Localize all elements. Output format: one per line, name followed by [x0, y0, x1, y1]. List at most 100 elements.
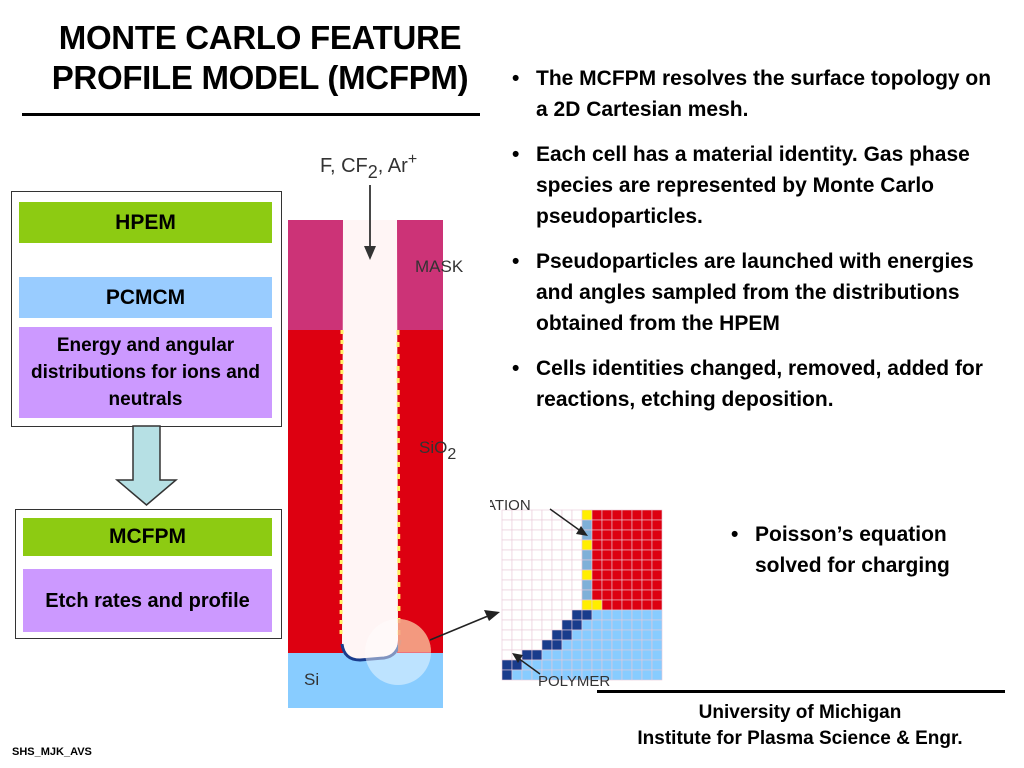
bullet-item: Cells identities changed, removed, added… — [508, 353, 1008, 415]
mesh-cell — [591, 609, 603, 621]
mesh-cell — [541, 619, 553, 631]
mesh-cell — [591, 519, 603, 531]
mesh-cell — [581, 629, 593, 641]
mesh-cell — [631, 589, 643, 601]
mesh-cell — [651, 649, 663, 661]
mesh-cell — [571, 639, 583, 651]
mesh-cell — [621, 509, 633, 521]
mesh-cell — [521, 529, 533, 541]
mesh-cell — [601, 539, 613, 551]
mesh-cell — [591, 539, 603, 551]
mesh-cell — [631, 519, 643, 531]
mesh-cell — [561, 609, 573, 621]
polymer-trench-bottom — [340, 639, 402, 662]
mesh-cell — [511, 599, 523, 611]
mesh-cell — [651, 589, 663, 601]
mesh-cell — [541, 629, 553, 641]
mesh-cell — [581, 509, 593, 521]
mesh-cell — [551, 589, 563, 601]
mesh-cell — [601, 639, 613, 651]
passivation-sidewall-right — [396, 329, 401, 636]
mesh-cell — [511, 549, 523, 561]
feature-profile-diagram: F, CF2, Ar+ MASK SiO2 Si — [288, 151, 500, 708]
mesh-cell — [651, 539, 663, 551]
mesh-cell — [541, 639, 553, 651]
mesh-cell — [561, 629, 573, 641]
mesh-cell — [541, 609, 553, 621]
mesh-cell — [611, 639, 623, 651]
mesh-cell — [621, 549, 633, 561]
mesh-cell — [551, 519, 563, 531]
mesh-cell — [591, 549, 603, 561]
mesh-cell — [601, 559, 613, 571]
zoom-circle-highlight — [398, 619, 431, 652]
mesh-cell — [571, 569, 583, 581]
polymer-label: POLYMER — [538, 673, 610, 690]
mesh-cell — [561, 659, 573, 671]
mesh-cell — [501, 629, 513, 641]
mesh-cell — [631, 549, 643, 561]
mesh-cell — [541, 659, 553, 671]
mesh-cell — [641, 559, 653, 571]
mesh-cell — [621, 559, 633, 571]
mesh-cell — [581, 619, 593, 631]
mesh-cell — [651, 659, 663, 671]
mesh-cell — [651, 519, 663, 531]
mesh-cell — [541, 569, 553, 581]
mcfpm-label: MCFPM — [23, 518, 272, 556]
mesh-cell — [591, 529, 603, 541]
mesh-cell — [521, 629, 533, 641]
mesh-cell — [531, 539, 543, 551]
mesh-cell — [631, 599, 643, 611]
mesh-cell — [511, 589, 523, 601]
mesh-cell — [561, 579, 573, 591]
mesh-cell — [611, 559, 623, 571]
hpem-label: HPEM — [19, 202, 272, 243]
mesh-cell — [531, 579, 543, 591]
mesh-cell — [511, 559, 523, 571]
mesh-cell — [521, 559, 533, 571]
mesh-cell — [511, 529, 523, 541]
mesh-cell — [621, 649, 633, 661]
mesh-cell — [611, 619, 623, 631]
mesh-cell — [501, 579, 513, 591]
mesh-cell — [511, 619, 523, 631]
mesh-cell — [601, 509, 613, 521]
mesh-cell — [631, 529, 643, 541]
mesh-cell — [511, 569, 523, 581]
mesh-cell — [541, 509, 553, 521]
mesh-cell — [641, 529, 653, 541]
mesh-cell — [571, 579, 583, 591]
mesh-cell — [601, 589, 613, 601]
mesh-cell — [621, 569, 633, 581]
mesh-cell — [501, 649, 513, 661]
mesh-cell — [601, 579, 613, 591]
mesh-cell — [601, 629, 613, 641]
mesh-cell — [601, 529, 613, 541]
mesh-cell — [621, 609, 633, 621]
mesh-cell — [521, 569, 533, 581]
mesh-cell — [531, 569, 543, 581]
mesh-cell — [511, 669, 523, 681]
mesh-cell — [501, 609, 513, 621]
mesh-cell — [531, 509, 543, 521]
mesh-cell — [531, 589, 543, 601]
mesh-cell — [561, 649, 573, 661]
species-label: F, CF2, Ar+ — [320, 151, 417, 182]
passivation-sidewall-left — [339, 329, 344, 641]
mesh-cell — [641, 569, 653, 581]
oxide-label: SiO2 — [419, 438, 456, 463]
mesh-cell — [581, 559, 593, 571]
mesh-cell — [621, 599, 633, 611]
mesh-cell — [521, 579, 533, 591]
mesh-cell — [611, 569, 623, 581]
mesh-cell — [531, 559, 543, 571]
mesh-cell — [511, 659, 523, 671]
mesh-cell — [611, 629, 623, 641]
mesh-cell — [621, 669, 633, 681]
mesh-cell — [631, 569, 643, 581]
mesh-cell — [531, 639, 543, 651]
mesh-cell — [541, 599, 553, 611]
mesh-cell — [561, 539, 573, 551]
mesh-cell — [541, 519, 553, 531]
